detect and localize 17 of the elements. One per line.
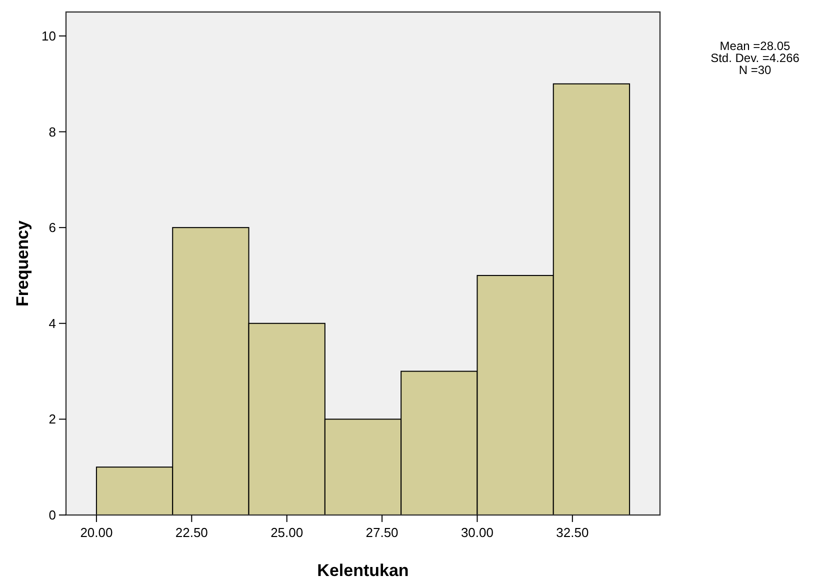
x-tick-label: 22.50 [175,525,208,540]
y-tick-label: 0 [48,508,56,523]
y-tick-label: 10 [42,28,56,44]
text: Std. Dev. =4.266 [710,51,800,65]
x-tick-label: 27.50 [366,525,398,540]
y-axis-title: Frequency [13,220,32,306]
y-tick-label: 6 [48,220,56,236]
text: N =30 [738,63,772,77]
x-tick-label: 25.00 [270,525,304,540]
y-tick-label: 8 [48,124,56,140]
x-tick-label: 32.50 [556,525,589,540]
y-tick-label: 4 [48,316,56,331]
x-tick-label: 20.00 [80,525,113,540]
x-tick-label: 30.00 [460,525,494,540]
text: Mean =28.05 [720,39,791,53]
x-axis-title: Kelentukan [317,561,409,580]
y-tick-label: 2 [48,412,56,427]
